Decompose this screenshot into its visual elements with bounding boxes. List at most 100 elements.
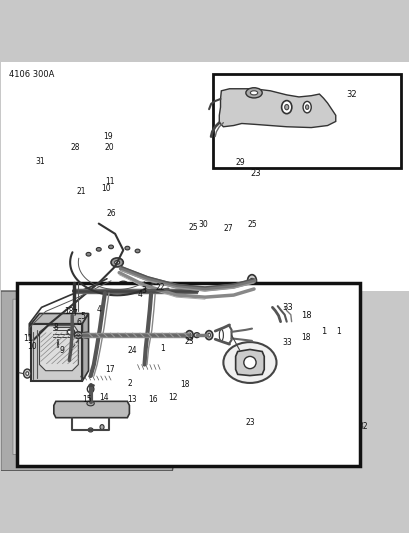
Polygon shape [31, 324, 82, 381]
Text: 8: 8 [54, 323, 58, 332]
Ellipse shape [88, 428, 93, 432]
Text: 29: 29 [235, 158, 245, 167]
Text: 18: 18 [300, 311, 311, 320]
Text: 25: 25 [247, 220, 257, 229]
Polygon shape [39, 326, 78, 370]
Ellipse shape [245, 88, 262, 98]
Text: 12: 12 [168, 393, 177, 402]
Polygon shape [54, 401, 129, 418]
Text: 33: 33 [282, 338, 292, 347]
Text: 23: 23 [245, 418, 255, 427]
Text: 28: 28 [70, 143, 79, 152]
Text: 23: 23 [249, 169, 260, 178]
Text: 4: 4 [137, 290, 142, 299]
Ellipse shape [302, 101, 310, 113]
Polygon shape [31, 313, 88, 324]
Text: 24: 24 [127, 346, 137, 355]
Text: 13: 13 [127, 395, 137, 404]
Ellipse shape [85, 304, 89, 307]
Text: 21: 21 [76, 187, 85, 196]
Ellipse shape [193, 333, 199, 337]
Text: 4106 300A: 4106 300A [9, 69, 54, 78]
Polygon shape [235, 350, 264, 376]
Text: 25: 25 [188, 223, 198, 232]
Ellipse shape [90, 297, 94, 300]
Ellipse shape [185, 330, 193, 340]
Ellipse shape [88, 298, 92, 301]
Polygon shape [75, 376, 110, 380]
Ellipse shape [54, 346, 61, 358]
Text: 18: 18 [300, 333, 310, 342]
Ellipse shape [108, 245, 113, 249]
Text: 19: 19 [103, 132, 112, 141]
Text: 5: 5 [80, 312, 85, 321]
Text: 32: 32 [357, 422, 367, 431]
Polygon shape [13, 299, 188, 455]
Text: 1: 1 [321, 327, 326, 336]
Ellipse shape [286, 329, 298, 337]
Text: 27: 27 [223, 224, 232, 232]
Text: 31: 31 [35, 157, 45, 166]
Ellipse shape [205, 330, 212, 340]
Text: 10: 10 [101, 184, 110, 193]
Text: 15: 15 [82, 395, 92, 404]
Ellipse shape [96, 247, 101, 251]
Text: 18: 18 [180, 380, 189, 389]
Ellipse shape [281, 101, 291, 114]
Polygon shape [219, 89, 335, 127]
Text: 33: 33 [282, 303, 293, 312]
Bar [1, 62, 408, 291]
Polygon shape [67, 295, 84, 313]
Ellipse shape [247, 274, 256, 287]
Ellipse shape [158, 287, 165, 293]
Ellipse shape [111, 258, 123, 267]
Bar [52, 320, 71, 342]
Ellipse shape [290, 332, 294, 335]
Ellipse shape [121, 283, 125, 287]
Ellipse shape [115, 261, 119, 264]
Bar [17, 283, 360, 466]
Text: 7: 7 [72, 309, 77, 318]
Text: 4: 4 [97, 304, 101, 313]
Text: 32: 32 [345, 90, 356, 99]
Ellipse shape [76, 334, 80, 336]
Text: 17: 17 [105, 365, 114, 374]
Polygon shape [184, 333, 189, 337]
Text: 1: 1 [160, 344, 164, 353]
Ellipse shape [98, 297, 102, 300]
Text: 16: 16 [147, 395, 157, 404]
Ellipse shape [135, 249, 140, 253]
Ellipse shape [250, 91, 257, 95]
Ellipse shape [24, 369, 31, 378]
Ellipse shape [305, 105, 308, 109]
Bar [213, 75, 400, 168]
Polygon shape [133, 365, 160, 369]
Ellipse shape [87, 385, 94, 393]
Ellipse shape [86, 253, 91, 256]
Ellipse shape [93, 296, 97, 300]
Ellipse shape [56, 350, 59, 355]
Text: 23: 23 [184, 337, 194, 346]
Ellipse shape [74, 332, 82, 338]
Ellipse shape [118, 281, 128, 288]
Ellipse shape [125, 246, 130, 250]
Ellipse shape [247, 283, 256, 294]
Text: 11: 11 [23, 334, 33, 343]
Ellipse shape [100, 425, 104, 430]
Text: 18: 18 [64, 306, 73, 316]
Polygon shape [1, 291, 196, 471]
Text: 1: 1 [335, 327, 340, 336]
Text: 2: 2 [127, 379, 132, 388]
Text: 14: 14 [99, 393, 108, 402]
Text: 11: 11 [105, 176, 114, 185]
Ellipse shape [96, 296, 100, 300]
Polygon shape [265, 321, 319, 345]
Polygon shape [82, 332, 88, 338]
Text: 10: 10 [27, 342, 37, 351]
Ellipse shape [72, 301, 80, 306]
Ellipse shape [219, 329, 223, 341]
Text: 22: 22 [155, 283, 165, 292]
Text: 6: 6 [76, 318, 81, 327]
Ellipse shape [67, 329, 74, 335]
Ellipse shape [249, 278, 254, 283]
